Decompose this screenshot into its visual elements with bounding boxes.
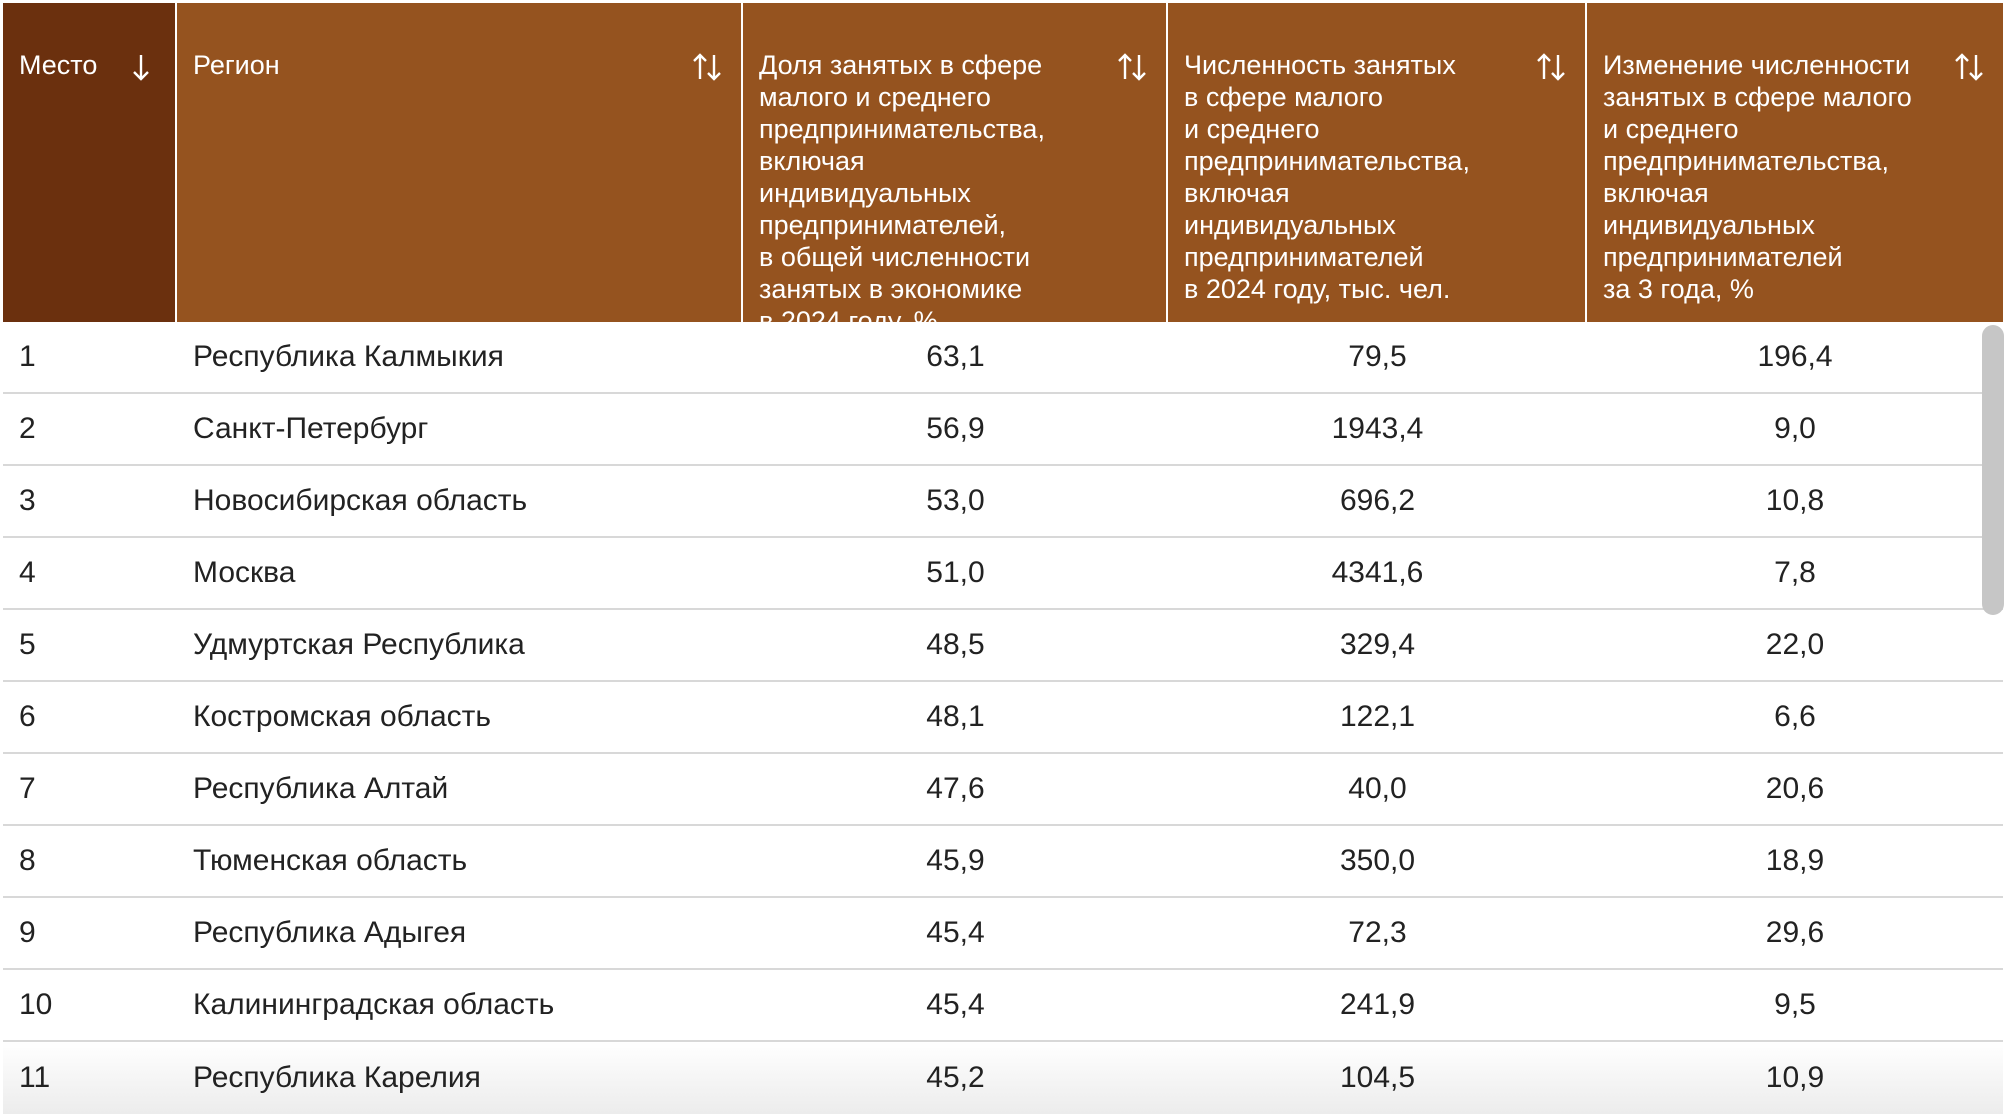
rank-cell: 6 <box>19 700 36 733</box>
employed-cell: 72,3 <box>1348 916 1407 949</box>
employed-cell: 329,4 <box>1339 628 1416 661</box>
employed-cell: 1943,4 <box>1331 412 1424 445</box>
vertical-scrollbar[interactable] <box>1982 325 2004 615</box>
arrow-down-icon[interactable] <box>123 19 159 81</box>
employed-cell: 40,0 <box>1348 772 1407 805</box>
scrollbar-thumb[interactable] <box>1982 325 2004 615</box>
change-cell: 29,6 <box>1765 916 1825 949</box>
column-header-change[interactable]: Изменение численности занятых в сфере ма… <box>1587 3 2003 322</box>
rank-cell: 4 <box>19 556 36 589</box>
column-header-label: Численность занятых в сфере малого и сре… <box>1184 50 1470 304</box>
change-cell: 9,5 <box>1774 988 1816 1021</box>
share-cell: 45,9 <box>926 844 985 877</box>
region-cell: Республика Калмыкия <box>193 340 504 373</box>
region-cell: Санкт-Петербург <box>193 412 429 445</box>
sort-up-down-icon[interactable] <box>1114 19 1150 81</box>
sort-up-down-icon[interactable] <box>1533 19 1569 81</box>
column-header-region[interactable]: Регион <box>177 3 743 322</box>
rank-cell: 8 <box>19 844 36 877</box>
rank-cell: 10 <box>19 988 53 1021</box>
share-cell: 63,1 <box>926 340 985 373</box>
share-cell: 48,1 <box>926 700 985 733</box>
change-cell: 20,6 <box>1765 772 1825 805</box>
employed-cell: 79,5 <box>1348 340 1407 373</box>
region-cell: Новосибирская область <box>193 484 528 517</box>
change-cell: 22,0 <box>1765 628 1825 661</box>
share-cell: 45,2 <box>926 1061 985 1094</box>
sort-up-down-icon[interactable] <box>1951 19 1987 81</box>
table-row: 8 Тюменская область 45,9 350,0 18,9 <box>3 826 2003 898</box>
rank-cell: 2 <box>19 412 36 445</box>
change-cell: 9,0 <box>1774 412 1816 445</box>
region-cell: Тюменская область <box>193 844 468 877</box>
region-cell: Республика Алтай <box>193 772 449 805</box>
region-cell: Республика Адыгея <box>193 916 467 949</box>
change-cell: 6,6 <box>1774 700 1816 733</box>
employed-cell: 241,9 <box>1339 988 1416 1021</box>
column-header-label: Изменение численности занятых в сфере ма… <box>1603 50 1912 304</box>
column-header-place[interactable]: Место <box>3 3 177 322</box>
employed-cell: 122,1 <box>1339 700 1416 733</box>
share-cell: 53,0 <box>926 484 985 517</box>
table-row: 9 Республика Адыгея 45,4 72,3 29,6 <box>3 898 2003 970</box>
share-cell: 45,4 <box>926 916 985 949</box>
table-row: 10 Калининградская область 45,4 241,9 9,… <box>3 970 2003 1042</box>
column-header-share[interactable]: Доля занятых в сфере малого и среднего п… <box>743 3 1168 336</box>
share-cell: 45,4 <box>926 988 985 1021</box>
region-cell: Удмуртская Республика <box>193 628 525 661</box>
rank-cell: 5 <box>19 628 36 661</box>
region-cell: Калининградская область <box>193 988 555 1021</box>
table-row: 2 Санкт-Петербург 56,9 1943,4 9,0 <box>3 394 2003 466</box>
table-row: 11 Республика Карелия 45,2 104,5 10,9 <box>3 1042 2003 1114</box>
share-cell: 47,6 <box>926 772 985 805</box>
table-row: 6 Костромская область 48,1 122,1 6,6 <box>3 682 2003 754</box>
region-cell: Республика Карелия <box>193 1061 481 1094</box>
change-cell: 10,8 <box>1765 484 1825 517</box>
column-header-employed[interactable]: Численность занятых в сфере малого и сре… <box>1168 3 1587 322</box>
share-cell: 48,5 <box>926 628 985 661</box>
change-cell: 196,4 <box>1757 340 1833 373</box>
rank-cell: 9 <box>19 916 36 949</box>
sort-up-down-icon[interactable] <box>689 19 725 81</box>
column-header-label: Место <box>19 50 98 80</box>
table-row: 7 Республика Алтай 47,6 40,0 20,6 <box>3 754 2003 826</box>
share-cell: 56,9 <box>926 412 985 445</box>
rank-cell: 11 <box>19 1061 51 1094</box>
employed-cell: 350,0 <box>1339 844 1416 877</box>
change-cell: 10,9 <box>1765 1061 1825 1094</box>
share-cell: 51,0 <box>926 556 985 589</box>
rank-cell: 3 <box>19 484 36 517</box>
rank-cell: 1 <box>19 340 36 373</box>
region-cell: Москва <box>193 556 296 589</box>
employed-cell: 696,2 <box>1339 484 1416 517</box>
column-header-label: Доля занятых в сфере малого и среднего п… <box>759 50 1045 336</box>
table-row: 5 Удмуртская Республика 48,5 329,4 22,0 <box>3 610 2003 682</box>
employed-cell: 104,5 <box>1339 1061 1416 1094</box>
table-row: 3 Новосибирская область 53,0 696,2 10,8 <box>3 466 2003 538</box>
change-cell: 18,9 <box>1765 844 1825 877</box>
rank-cell: 7 <box>19 772 36 805</box>
table-header: Место Регион Доля занятых в сфере ма <box>3 3 2003 336</box>
change-cell: 7,8 <box>1774 556 1816 589</box>
ranking-table: Место Регион Доля занятых в сфере ма <box>3 3 2003 1116</box>
column-header-label: Регион <box>193 50 280 80</box>
table-row: 4 Москва 51,0 4341,6 7,8 <box>3 538 2003 610</box>
employed-cell: 4341,6 <box>1331 556 1424 589</box>
table-body: 1 Республика Калмыкия 63,1 79,5 196,4 2 … <box>3 322 2003 1114</box>
region-cell: Костромская область <box>193 700 492 733</box>
table-row: 1 Республика Калмыкия 63,1 79,5 196,4 <box>3 322 2003 394</box>
